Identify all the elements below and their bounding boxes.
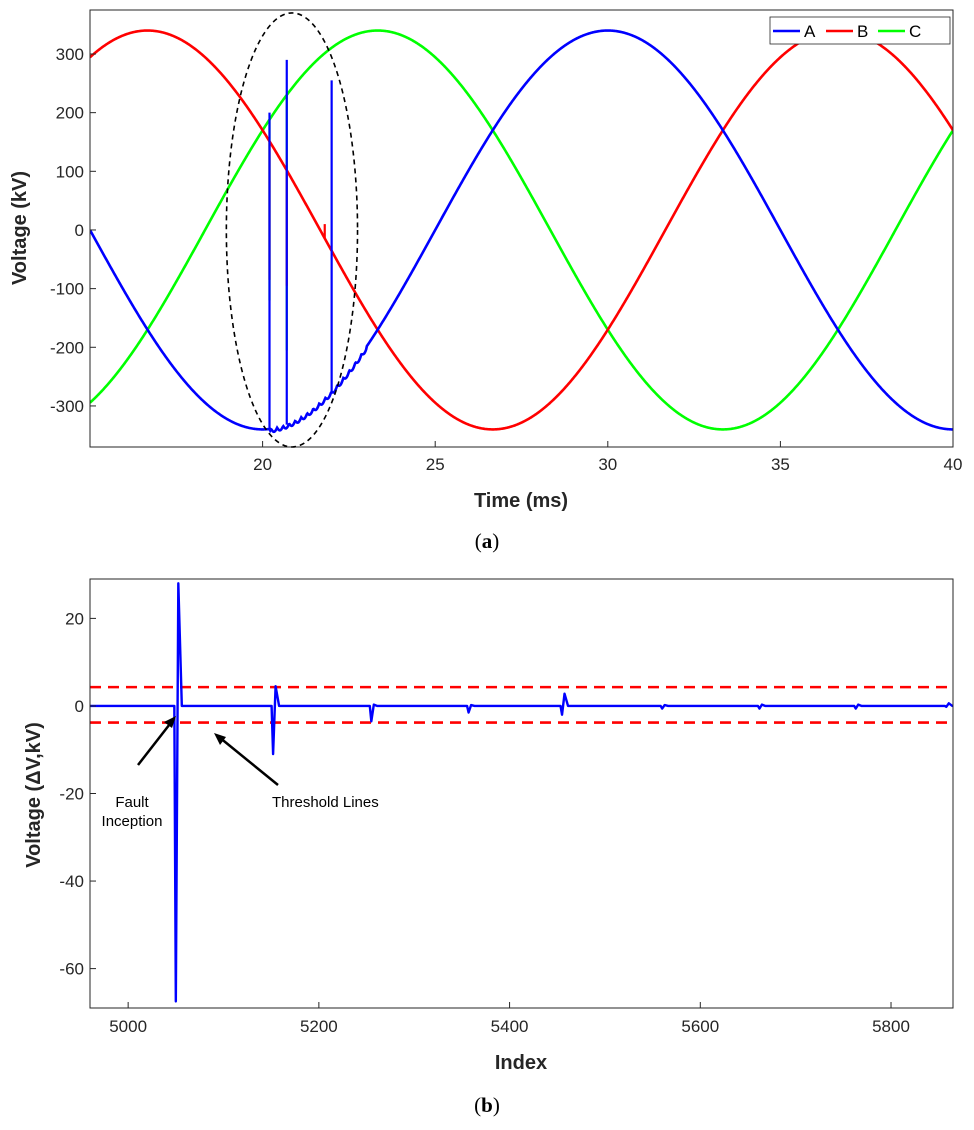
y-tick-label-a: -300 bbox=[50, 397, 84, 416]
x-tick-label-b: 5000 bbox=[109, 1017, 147, 1036]
arrow-fault-inception bbox=[137, 719, 174, 766]
annotation-text-fault: Fault bbox=[115, 794, 149, 811]
legend-label-a: A bbox=[804, 22, 816, 41]
arrowhead-threshold-lines bbox=[214, 733, 226, 745]
panel-label-b: (b) bbox=[474, 1093, 500, 1117]
plot-area-b bbox=[90, 579, 953, 1008]
annotation-text-threshold: Threshold Lines bbox=[272, 794, 379, 811]
x-tick-label-a: 40 bbox=[944, 455, 963, 474]
y-tick-label-a: -200 bbox=[50, 338, 84, 357]
y-tick-label-a: -100 bbox=[50, 280, 84, 299]
series-line-a bbox=[90, 29, 953, 434]
chart-a: 20 25 30 35 40 300 200 100 0 -100 -200 -300 Time (… bbox=[9, 9, 962, 553]
plot-frame-a bbox=[89, 9, 954, 448]
y-tick-label-b: -20 bbox=[59, 785, 84, 804]
panel-letter-a: a bbox=[482, 529, 493, 553]
x-tick-label-b: 5400 bbox=[491, 1017, 529, 1036]
y-axis-label-a: Voltage (kV) bbox=[9, 171, 31, 285]
x-tick-label-a: 20 bbox=[253, 455, 272, 474]
legend-label-b: B bbox=[857, 22, 868, 41]
annotation-text-inception: Inception bbox=[102, 813, 163, 830]
x-ticks-a: 20 25 30 35 40 bbox=[253, 441, 962, 474]
x-tick-label-a: 30 bbox=[598, 455, 617, 474]
x-tick-label-a: 35 bbox=[771, 455, 790, 474]
x-ticks-b: 5000 5200 5400 5600 5800 bbox=[109, 1002, 910, 1036]
panel-letter-b: b bbox=[481, 1093, 493, 1117]
annotation-threshold-lines: Threshold Lines bbox=[214, 733, 379, 811]
y-tick-label-b: -40 bbox=[59, 872, 84, 891]
annotation-fault-inception: Fault Inception bbox=[102, 716, 176, 830]
x-tick-label-b: 5800 bbox=[872, 1017, 910, 1036]
y-tick-label-b: 0 bbox=[75, 697, 84, 716]
y-ticks-a: 300 200 100 0 -100 -200 -300 bbox=[50, 45, 96, 416]
y-tick-label-b: 20 bbox=[65, 609, 84, 628]
series-line-delta-v bbox=[90, 582, 953, 1003]
chart-b: 5000 5200 5400 5600 5800 200-20-40-60 Index … bbox=[23, 578, 954, 1117]
x-tick-label-b: 5200 bbox=[300, 1017, 338, 1036]
series-line-c bbox=[90, 29, 953, 431]
y-tick-label-b: -60 bbox=[59, 960, 84, 979]
x-axis-label-a: Time (ms) bbox=[474, 490, 568, 512]
y-tick-label-a: 100 bbox=[56, 162, 84, 181]
arrowhead-fault-inception bbox=[164, 716, 176, 728]
x-axis-label-b: Index bbox=[495, 1052, 547, 1074]
x-tick-label-b: 5600 bbox=[681, 1017, 719, 1036]
series-group-b bbox=[90, 582, 953, 1003]
y-axis-label-b: Voltage (ΔV,kV) bbox=[23, 722, 45, 868]
y-ticks-b: 20 0 -20 -40 -60 bbox=[59, 609, 96, 979]
legend-a: A B C bbox=[769, 16, 951, 45]
y-tick-label-a: 0 bbox=[75, 221, 84, 240]
arrow-threshold-lines bbox=[218, 736, 279, 786]
legend-label-c: C bbox=[909, 22, 921, 41]
panel-label-a: (a) bbox=[475, 529, 500, 553]
y-tick-label-a: 300 bbox=[56, 45, 84, 64]
fault-region-ellipse bbox=[225, 12, 359, 448]
plot-area-a bbox=[90, 10, 953, 447]
x-tick-label-a: 25 bbox=[426, 455, 445, 474]
y-tick-label-a: 200 bbox=[56, 104, 84, 123]
